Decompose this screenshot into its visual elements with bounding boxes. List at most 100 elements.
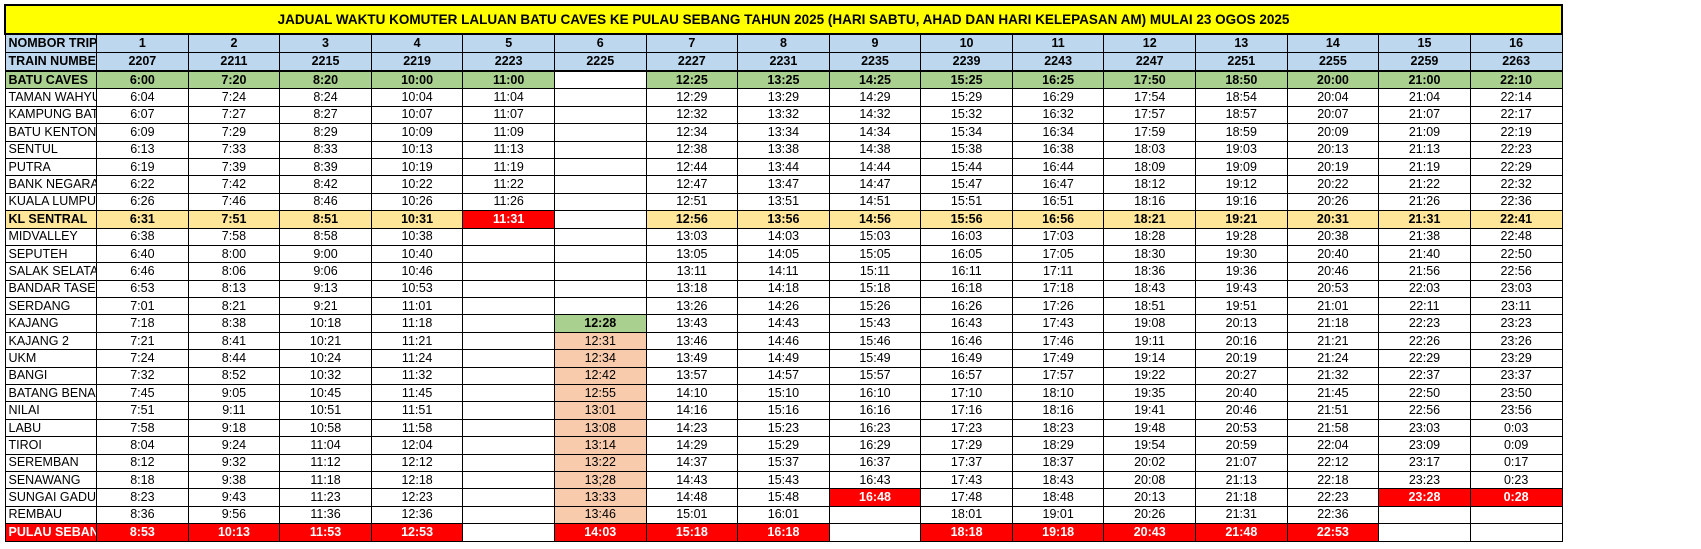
departure-time: 15:01 — [645, 505, 739, 525]
departure-time: 23:26 — [1469, 331, 1563, 351]
departure-time: 8:24 — [279, 88, 372, 107]
departure-time: 7:18 — [96, 314, 189, 333]
departure-time: 23:28 — [1378, 488, 1471, 507]
departure-time: 16:16 — [828, 401, 922, 420]
station-row: KAJANG 7:18 8:38 10:18 11:18 12:28 13:43 14:43 1… — [4, 314, 1563, 333]
departure-time: 17:10 — [920, 384, 1013, 403]
departure-time: 22:18 — [1286, 470, 1380, 490]
departure-time: 15:56 — [920, 210, 1013, 229]
station-row: KAMPUNG BATU6:077:278:2710:0711:0712:321… — [4, 105, 1563, 125]
departure-time: 14:56 — [828, 210, 922, 229]
departure-time: 11:18 — [370, 314, 464, 333]
departure-time: 12:42 — [553, 366, 647, 386]
station-name: SALAK SELATAN — [4, 262, 98, 281]
station-name: SEREMBAN — [4, 453, 98, 472]
departure-time: 19:18 — [1011, 523, 1105, 542]
departure-time: 12:51 — [645, 192, 739, 212]
departure-time: 18:43 — [1103, 279, 1197, 299]
departure-time: 10:51 — [279, 401, 372, 420]
departure-time: 21:09 — [1378, 123, 1471, 142]
departure-time — [553, 210, 647, 229]
departure-time: 22:19 — [1469, 123, 1563, 142]
departure-time: 13:01 — [553, 401, 647, 420]
departure-time: 14:47 — [828, 175, 922, 194]
departure-time: 21:40 — [1378, 244, 1471, 264]
departure-time: 8:29 — [279, 123, 372, 142]
station-row: BATANG BENAR 7:45 9:05 10:45 11:45 12:55 14:10… — [4, 384, 1563, 403]
departure-time: 10:24 — [279, 349, 372, 368]
station-row: TAMAN WAHYU 6:04 7:24 8:24 10:04 11:04 12:29 13… — [4, 88, 1563, 107]
departure-time: 16:25 — [1011, 70, 1105, 90]
station-row: SENTUL 6:13 7:33 8:33 10:13 11:13 12:38 13:38 14… — [4, 140, 1563, 159]
departure-time: 11:07 — [462, 105, 555, 125]
departure-time: 16:18 — [737, 523, 830, 542]
departure-time — [553, 297, 647, 316]
departure-time: 10:38 — [370, 227, 464, 246]
departure-time: 17:16 — [920, 401, 1013, 420]
departure-time: 13:43 — [645, 314, 739, 333]
departure-time: 18:50 — [1195, 70, 1288, 90]
departure-time: 12:04 — [370, 436, 464, 455]
departure-time: 23:56 — [1469, 401, 1563, 420]
departure-time: 18:23 — [1011, 418, 1105, 438]
station-row: BANK NEGARA 6:22 7:42 8:42 10:22 11:22 12:47 13… — [4, 175, 1563, 194]
departure-time: 8:46 — [279, 192, 372, 212]
departure-time: 9:06 — [279, 262, 372, 281]
departure-time: 7:32 — [96, 366, 189, 386]
departure-time: 8:44 — [187, 349, 281, 368]
station-row: BANGI 7:32 8:52 10:32 11:32 12:42 13:57 14:57 15… — [4, 366, 1563, 386]
station-row: TIROI 8:04 9:24 11:04 12:04 13:14 14:29 15:29 16… — [4, 436, 1563, 455]
departure-time: 7:21 — [96, 331, 189, 351]
departure-time: 12:56 — [645, 210, 739, 229]
departure-time: 14:25 — [828, 70, 922, 90]
departure-time: 8:13 — [187, 279, 281, 299]
departure-time: 22:23 — [1469, 140, 1563, 159]
departure-time: 19:51 — [1195, 297, 1288, 316]
departure-time: 20:13 — [1103, 488, 1197, 507]
departure-time: 20:26 — [1286, 192, 1380, 212]
departure-time: 17:37 — [920, 453, 1013, 472]
departure-time: 10:31 — [370, 210, 464, 229]
departure-time: 13:03 — [645, 227, 739, 246]
departure-time: 12:44 — [645, 157, 739, 177]
departure-time: 19:09 — [1195, 157, 1288, 177]
departure-time: 13:25 — [737, 70, 830, 90]
departure-time — [553, 123, 647, 142]
departure-time: 13:46 — [553, 505, 647, 525]
departure-time: 17:59 — [1103, 123, 1197, 142]
train-number-4: 2219 — [370, 52, 464, 72]
departure-time: 19:12 — [1195, 175, 1288, 194]
departure-time: 18:21 — [1103, 210, 1197, 229]
departure-time: 12:34 — [553, 349, 647, 368]
departure-time: 13:11 — [645, 262, 739, 281]
departure-time: 12:53 — [370, 523, 464, 542]
trip-number-7: 7 — [645, 33, 739, 53]
departure-time: 20:59 — [1195, 436, 1288, 455]
departure-time: 12:31 — [553, 331, 647, 351]
departure-time: 7:51 — [187, 210, 281, 229]
departure-time: 22:50 — [1469, 244, 1563, 264]
departure-time: 14:03 — [737, 227, 830, 246]
departure-time — [462, 453, 555, 472]
departure-time: 21:07 — [1378, 105, 1471, 125]
departure-time — [462, 331, 555, 351]
departure-time: 11:12 — [279, 453, 372, 472]
departure-time: 7:46 — [187, 192, 281, 212]
departure-time: 15:38 — [920, 140, 1013, 159]
departure-time: 13:56 — [737, 210, 830, 229]
departure-time: 12:12 — [370, 453, 464, 472]
departure-time: 16:44 — [1011, 157, 1105, 177]
trip-number-10: 10 — [920, 33, 1013, 53]
departure-time: 8:18 — [96, 470, 189, 490]
departure-time: 18:28 — [1103, 227, 1197, 246]
departure-time: 16:49 — [920, 349, 1013, 368]
departure-time: 17:18 — [1011, 279, 1105, 299]
departure-time: 17:11 — [1011, 262, 1105, 281]
departure-time: 16:56 — [1011, 210, 1105, 229]
departure-time: 15:05 — [828, 244, 922, 264]
departure-time — [1378, 505, 1471, 525]
departure-time: 10:40 — [370, 244, 464, 264]
departure-time: 15:43 — [737, 470, 830, 490]
departure-time: 15:29 — [737, 436, 830, 455]
